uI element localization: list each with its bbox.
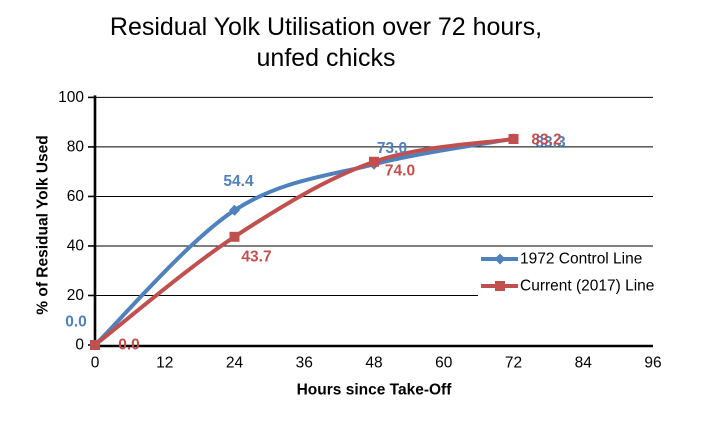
series-line-0 (93, 136, 516, 347)
x-tick-label-12: 12 (156, 355, 173, 372)
legend-swatch-marker-0 (494, 253, 506, 265)
data-label-series-1-x0: 0.0 (118, 337, 140, 354)
y-tick-label-80: 80 (67, 138, 85, 155)
legend-label-0: 1972 Control Line (520, 251, 642, 268)
series-0-marker-24 (229, 204, 240, 216)
data-label-series-1-x24: 43.7 (241, 248, 271, 265)
x-tick-label-36: 36 (296, 355, 313, 372)
y-tick-label-0: 0 (75, 337, 84, 354)
series-1-marker-48 (369, 156, 379, 167)
series-1-marker-0 (90, 340, 100, 350)
x-tick-label-72: 72 (505, 355, 522, 372)
legend-swatch-marker-1 (495, 281, 505, 291)
data-label-series-1-x48: 74.0 (385, 162, 415, 179)
x-tick-label-96: 96 (644, 355, 661, 372)
y-tick-label-40: 40 (67, 237, 85, 254)
x-tick-label-48: 48 (365, 355, 382, 372)
y-tick-label-100: 100 (58, 89, 84, 106)
data-label-series-0-x72: 83.3 (535, 134, 566, 151)
chart-title: Residual Yolk Utilisation over 72 hours,… (0, 12, 652, 74)
y-tick-label-20: 20 (67, 287, 85, 304)
x-tick-label-84: 84 (575, 355, 593, 372)
series-1-marker-24 (229, 231, 240, 242)
chart-title-line-1: Residual Yolk Utilisation over 72 hours, (109, 13, 543, 41)
x-tick-label-60: 60 (435, 355, 453, 372)
y-tick-label-60: 60 (67, 188, 85, 205)
chart-title-line-2: unfed chicks (256, 44, 396, 72)
y-axis-title: % of Residual Yolk Used (35, 135, 52, 314)
series-1-marker-72 (508, 133, 519, 144)
x-axis-title: Hours since Take-Off (297, 382, 453, 399)
data-label-series-1-x72: 83.2 (531, 131, 561, 148)
x-tick-label-0: 0 (91, 355, 100, 372)
legend-label-1: Current (2017) Line (520, 278, 654, 295)
x-tick-label-24: 24 (226, 355, 244, 372)
data-label-series-0-x24: 54.4 (223, 173, 254, 190)
data-label-series-0-x48: 73.0 (377, 140, 407, 157)
series-line-1 (93, 136, 516, 347)
data-label-series-0-x0: 0.0 (65, 314, 87, 331)
